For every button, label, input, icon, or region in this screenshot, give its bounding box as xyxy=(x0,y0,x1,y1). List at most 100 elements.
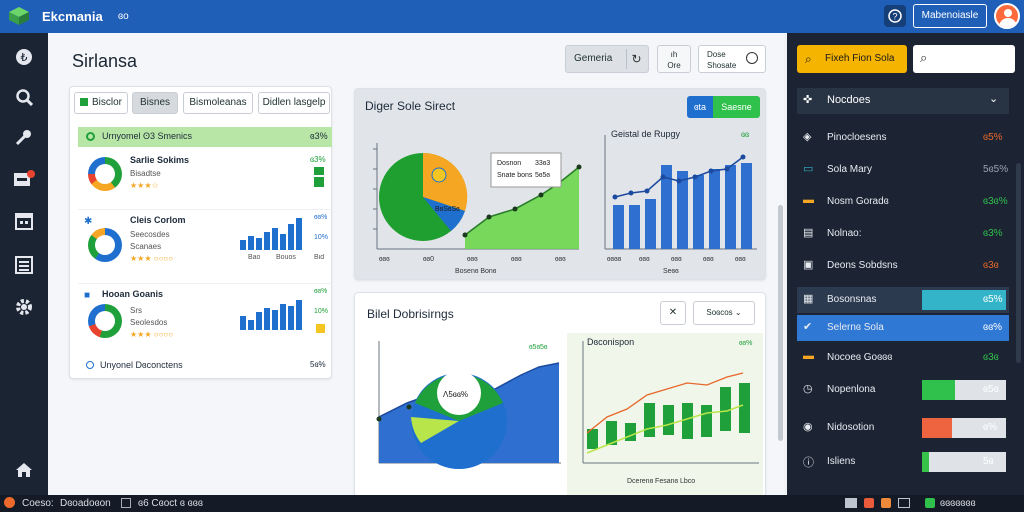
right-list-item[interactable]: ◷ Nopenlona ɞ5ɞ xyxy=(797,377,1009,403)
right-list-item[interactable]: ▭ Sola Mary 5ɞ5% xyxy=(797,157,1009,183)
account-button-label: Mabenoiasle xyxy=(921,10,979,21)
avatar[interactable] xyxy=(994,3,1020,29)
page-title: Sirlansa xyxy=(72,51,138,71)
action-button[interactable]: ⌕ Fixeh Fion Sola xyxy=(797,45,907,73)
main-content: Sirlansa Gemeria ↻ ıh Ore Dose Shosate B… xyxy=(48,33,784,497)
tab-bisclor[interactable]: Bisclor xyxy=(74,92,128,114)
list-icon[interactable] xyxy=(12,253,36,277)
search-input[interactable]: ⌕ xyxy=(913,45,1015,73)
box-icon: ▣ xyxy=(803,259,814,271)
refresh-icon[interactable]: ↻ xyxy=(626,49,646,69)
toolbar-item-3-label: ıh Ore xyxy=(667,50,681,70)
x-tick-label: ɞɞɞ xyxy=(735,256,746,263)
data-point xyxy=(724,166,730,172)
search-icon: ⌕ xyxy=(920,50,928,65)
section-header[interactable]: ✜ Nocdoes ⌄ xyxy=(797,88,1009,114)
list-item-p2: 10% xyxy=(314,308,329,315)
status-mid: ɞ6 Cɞoct ɞ ɞɞɞ xyxy=(138,498,203,509)
gear-icon[interactable] xyxy=(12,295,36,319)
toolbar-item-4-label: Dose Shosate xyxy=(707,50,737,70)
donut-icon xyxy=(88,157,122,191)
right-item-label: Nosm Goradɞ xyxy=(827,196,889,207)
data-point xyxy=(376,416,382,422)
bar-label: Bouos xyxy=(276,254,296,261)
bar-label: Bid xyxy=(314,254,325,261)
chart3-value: ɞ5ɞ5ɞ xyxy=(529,344,548,351)
clock-toolbar-icon[interactable] xyxy=(746,52,758,64)
calendar-icon[interactable] xyxy=(12,209,36,233)
svg-text:?: ? xyxy=(892,12,897,22)
right-item-value: ɞ3ɞ xyxy=(983,352,999,363)
list-item-stars: ★★★☆ xyxy=(130,181,159,190)
search-icon: ⌕ xyxy=(805,52,812,66)
right-list-item[interactable]: ▤ Nolnao: ɞ3% xyxy=(797,221,1009,247)
list-item[interactable]: Sarlie Sokims Bisadtse ★★★☆ ɞ3% xyxy=(78,153,332,205)
tab-bismoleanas[interactable]: Bismoleanas xyxy=(183,92,253,114)
list-item[interactable]: ✱ Cleis Corlom Seecosdes Scanaes ★★★ ○○○… xyxy=(78,209,332,275)
right-list-item[interactable]: ▬ Nocoeɞ Goɞɞɞ ɞ3ɞ xyxy=(797,345,1009,371)
mini-bar xyxy=(314,177,324,187)
right-scrollbar[interactable] xyxy=(1016,163,1021,363)
image-icon[interactable] xyxy=(881,498,891,508)
mini-bar-chart xyxy=(238,296,308,330)
inbox-icon[interactable] xyxy=(12,167,36,191)
list-item-p2: 10% xyxy=(314,234,329,241)
scrollbar[interactable] xyxy=(778,205,783,441)
right-item-label: Nolnao: xyxy=(827,228,862,239)
bar xyxy=(693,175,704,249)
right-panel: ⌕ Fixeh Fion Sola ⌕ ✜ Nocdoes ⌄ ◈ Pinoclo… xyxy=(787,33,1024,495)
check-icon[interactable] xyxy=(925,498,935,508)
data-point xyxy=(406,404,412,410)
right-list-item[interactable]: ◉ Nidosotion ɞ% xyxy=(797,415,1009,441)
expand-button[interactable]: ✕ xyxy=(660,301,686,325)
account-button[interactable]: Mabenoiasle xyxy=(913,4,987,28)
right-list-item[interactable]: ⓘ Isliens 5ɞ xyxy=(797,449,1009,475)
right-list-item[interactable]: ▬ Nosm Goradɞ ɞ3ɞ% xyxy=(797,189,1009,215)
x-axis-label: Dcerenɞ Fesanɞ Lbco xyxy=(627,478,695,485)
right-item-label: Nidosotion xyxy=(827,422,875,433)
progress-fill xyxy=(922,290,1006,310)
screen-icon[interactable] xyxy=(845,498,857,508)
highlight-row[interactable]: Urnyomel ʘ3 Smenics ɞ3% xyxy=(78,127,332,147)
list-item[interactable]: ■ Hooan Goanis Srs Seolesdos ★★★ ○○○○ ɞɞ… xyxy=(78,283,332,355)
x-tick-label: ɞɞɞ xyxy=(555,256,566,263)
list-item-line1: Srs xyxy=(130,306,142,315)
key-icon[interactable] xyxy=(12,125,36,149)
question-icon: ? xyxy=(888,9,902,23)
chat-icon: ▭ xyxy=(803,163,814,175)
tab-label: Bisclor xyxy=(91,97,122,108)
fire-icon[interactable] xyxy=(864,498,874,508)
general-button[interactable]: Gemeria xyxy=(565,45,649,73)
chart1-title: Diger Sole Sirect xyxy=(365,99,456,113)
right-item-label: Deons Sobdsns xyxy=(827,260,898,271)
x-axis-label: Seɞɞ xyxy=(663,268,679,275)
pie-label: BɞSɞSɞ xyxy=(435,206,460,213)
x-tick-label: ɞɞɞ xyxy=(467,256,478,263)
toggle-group[interactable]: ɞta Saesne xyxy=(687,96,760,118)
list-footer[interactable]: Unyonel Dɞconctens 5ɞ% xyxy=(78,357,332,375)
right-list-item[interactable]: ▣ Deons Sobdsns ɞ3ɞ xyxy=(797,253,1009,279)
chart4-value: ɞɞ% xyxy=(739,340,752,347)
bar xyxy=(741,163,752,249)
scale-icon[interactable]: ₺ xyxy=(12,45,36,69)
toggle-ta[interactable]: ɞta xyxy=(687,96,713,118)
search-icon[interactable] xyxy=(12,85,36,109)
bottom-title: Bilel Dobrisirngs xyxy=(367,307,454,321)
home-icon[interactable] xyxy=(12,458,36,482)
help-button[interactable]: ? xyxy=(884,5,906,27)
filter-select[interactable]: Soɞcos ⌄ xyxy=(693,301,755,325)
right-list-item[interactable]: ✔ Selernɞ Sola ɞɞ% xyxy=(797,315,1009,341)
right-list-item[interactable]: ▦ Bosonsnas ɞ5% xyxy=(797,287,1009,313)
right-item-value: ɞ5ɞ xyxy=(983,384,999,395)
legend-value: 33ɞ3 xyxy=(535,160,550,167)
bar xyxy=(661,165,672,249)
monitor-icon[interactable] xyxy=(898,498,910,508)
candle-bar xyxy=(606,421,617,445)
toolbar-item-3[interactable]: ıh Ore xyxy=(657,45,691,73)
toggle-saesne[interactable]: Saesne xyxy=(713,96,760,118)
tag-icon: ■ xyxy=(84,290,91,301)
tab-didlen[interactable]: Didlen lasgelp xyxy=(258,92,330,114)
tab-bisnes[interactable]: Bisnes xyxy=(132,92,178,114)
donut-icon xyxy=(88,228,122,262)
right-list-item[interactable]: ◈ Pinocloesens ɞ5% xyxy=(797,125,1009,151)
